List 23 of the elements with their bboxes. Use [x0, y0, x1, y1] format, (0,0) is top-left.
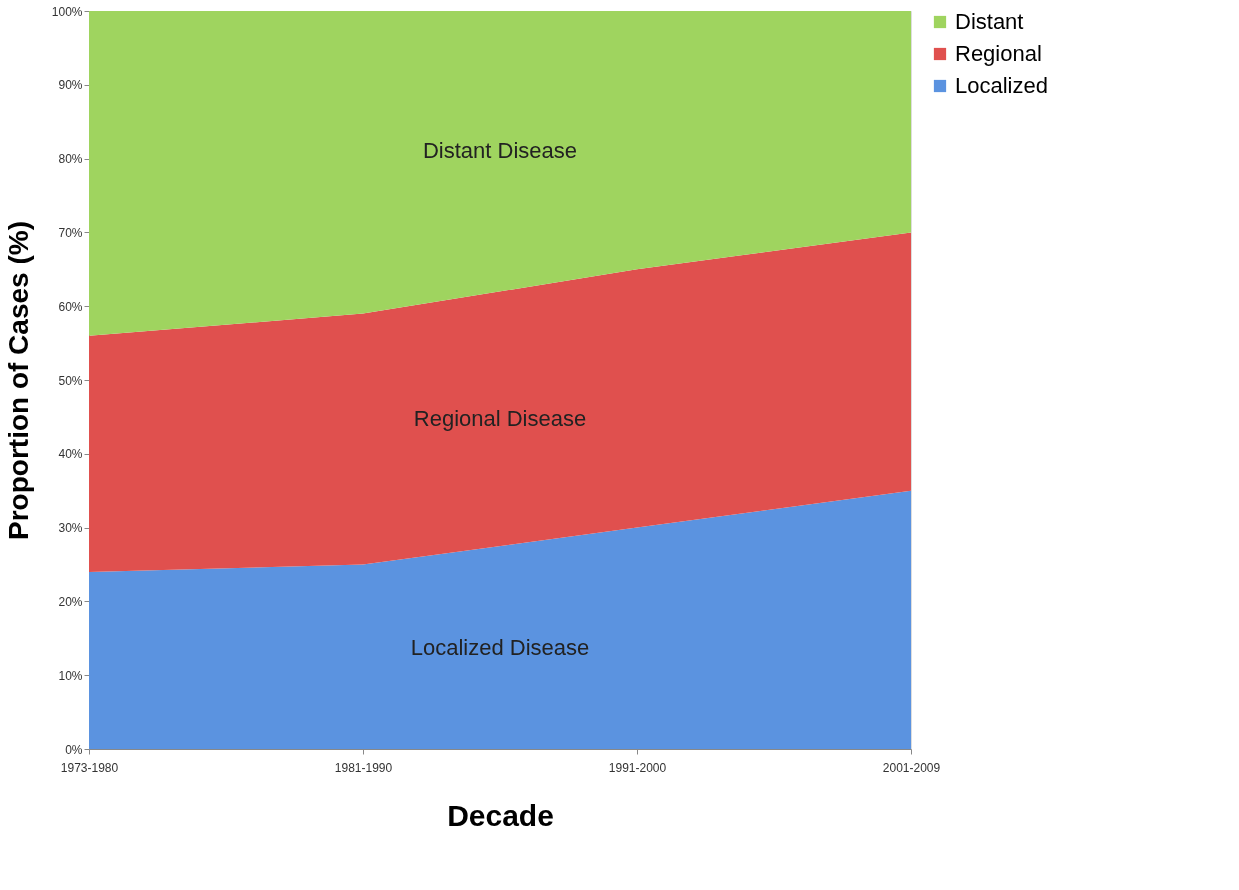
y-tick-label: 0% — [65, 742, 83, 757]
y-tick-label: 10% — [58, 668, 83, 683]
annotation: Regional Disease — [413, 405, 587, 431]
legend-label: Localized — [955, 73, 1048, 98]
y-tick-label: 60% — [58, 299, 83, 314]
y-tick-label: 100% — [51, 4, 83, 19]
x-tick-label: 1973-1980 — [60, 760, 119, 775]
legend-label: Regional — [955, 41, 1042, 66]
y-tick-label: 30% — [58, 521, 83, 536]
x-tick-label: 1981-1990 — [334, 760, 393, 775]
legend-label: Distant — [955, 9, 1024, 34]
y-tick-label: 50% — [58, 373, 83, 388]
y-tick-label: 20% — [58, 594, 83, 609]
annotation: Distant Disease — [422, 138, 578, 164]
x-axis-title: Decade — [447, 798, 554, 832]
y-tick-label: 40% — [58, 447, 83, 462]
annotation: Localized Disease — [410, 634, 590, 660]
y-tick-label: 70% — [58, 225, 83, 240]
x-tick-label: 2001-2009 — [882, 760, 941, 775]
y-tick-label: 80% — [58, 152, 83, 167]
x-tick-label: 1991-2000 — [608, 760, 667, 775]
y-axis-title: Proportion of Cases (%) — [2, 221, 34, 540]
y-tick-label: 90% — [58, 78, 83, 93]
